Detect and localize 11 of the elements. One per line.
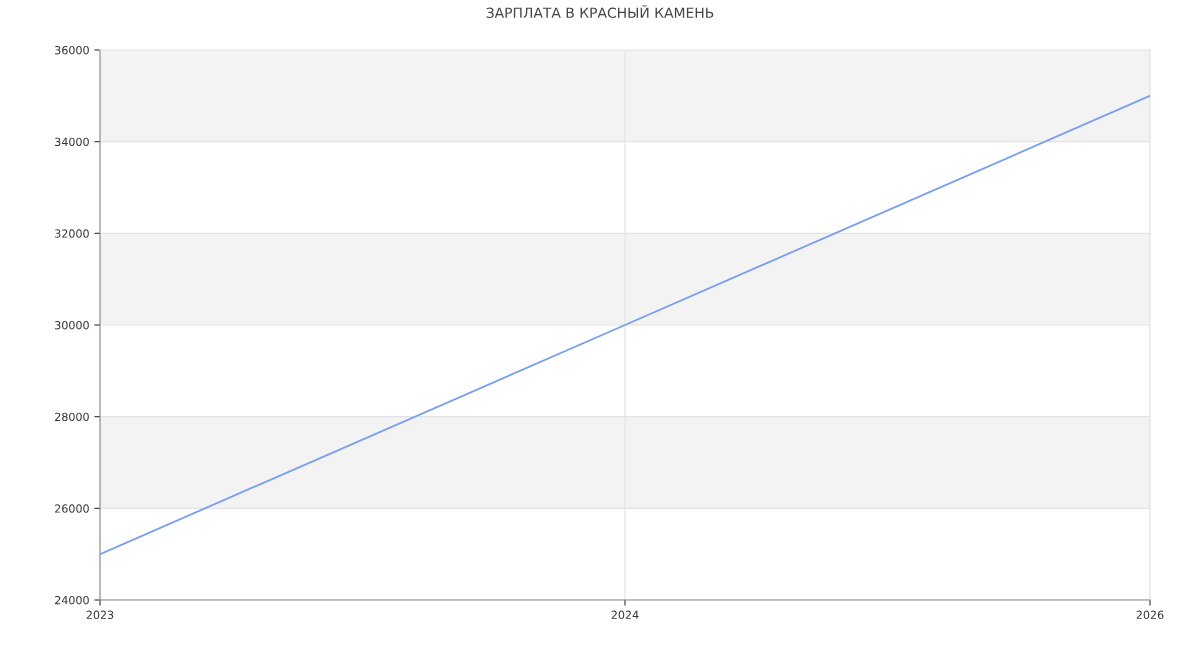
x-tick-label: 2023 xyxy=(86,610,114,620)
y-tick-label: 24000 xyxy=(55,595,89,605)
y-tick-label: 26000 xyxy=(55,504,89,513)
y-tick-label: 36000 xyxy=(55,45,89,55)
y-tick-label: 28000 xyxy=(55,412,89,422)
x-tick-label: 2024 xyxy=(611,610,639,620)
y-tick-label: 30000 xyxy=(55,320,89,330)
x-tick-label: 2026 xyxy=(1136,610,1164,620)
y-tick-label: 32000 xyxy=(55,229,89,238)
y-tick-label: 34000 xyxy=(55,137,89,147)
chart-title: ЗАРПЛАТА В КРАСНЫЙ КАМЕНЬ xyxy=(486,4,714,19)
